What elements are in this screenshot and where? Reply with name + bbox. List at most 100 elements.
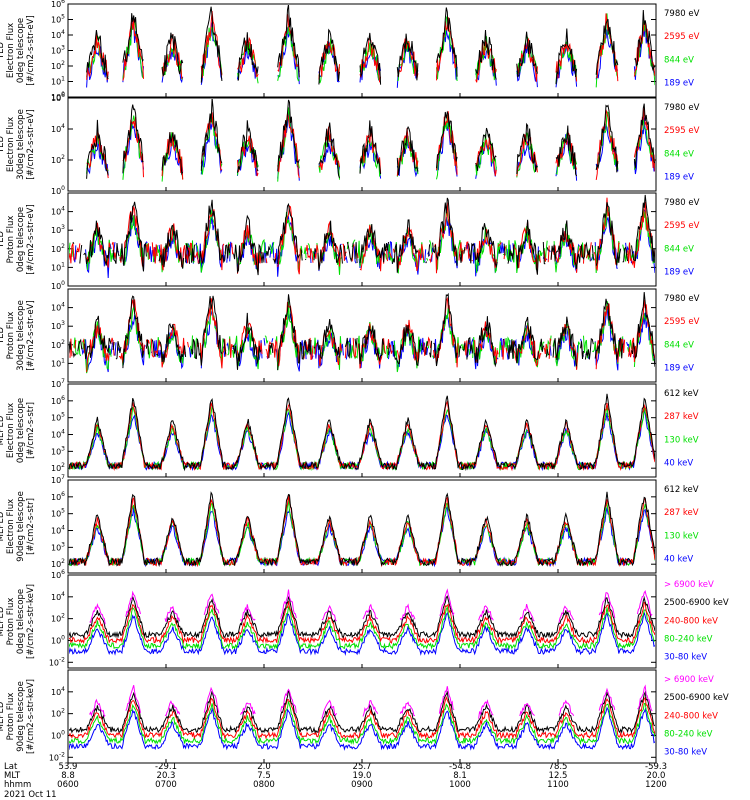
series-trace	[459, 250, 463, 263]
series-trace	[507, 244, 515, 264]
y-axis-label: Electron Flux	[6, 117, 16, 172]
series-trace	[316, 318, 340, 360]
series-trace	[429, 240, 434, 255]
series-trace	[158, 244, 161, 253]
series-trace	[161, 32, 184, 77]
series-trace	[353, 246, 357, 264]
series-trace	[460, 343, 468, 351]
series-trace	[86, 324, 110, 373]
legend-label: 844 eV	[664, 55, 694, 65]
series-trace	[344, 337, 351, 359]
series-trace	[318, 330, 342, 367]
series-trace	[552, 316, 578, 367]
y-tick-label: 102	[51, 60, 65, 71]
series-trace	[396, 33, 419, 81]
series-trace	[307, 243, 311, 251]
series-trace	[125, 590, 141, 617]
series-trace	[424, 249, 427, 263]
y-tick-label: 100	[51, 91, 65, 102]
series-trace	[475, 127, 497, 171]
x-tick-label-lat: -54.8	[449, 762, 471, 772]
series-trace	[584, 337, 594, 360]
panel-5: 102 103 104 105 106 107 MEPED Electron Flux 0deg…	[0, 378, 699, 478]
series-trace	[622, 246, 629, 263]
y-tick-label: 104	[51, 591, 65, 602]
series-trace	[145, 243, 150, 260]
series-trace	[595, 29, 619, 80]
legend-label: 287 keV	[664, 508, 699, 518]
series-trace	[595, 104, 619, 173]
y-tick-label: 102	[51, 154, 65, 165]
legend-label: 7980 eV	[664, 198, 700, 208]
series-trace	[507, 316, 539, 364]
y-axis-label: TED	[0, 135, 6, 154]
series-trace	[555, 230, 581, 273]
series-trace	[318, 126, 340, 170]
series-trace	[277, 202, 300, 265]
series-trace	[122, 104, 144, 173]
x-tick-label-lat: 78.5	[549, 762, 568, 772]
legend-label: 2595 eV	[664, 126, 700, 136]
y-tick-label: 104	[51, 206, 65, 217]
legend-label: 2595 eV	[664, 221, 700, 231]
y-tick-label: 100	[51, 280, 65, 291]
series-trace	[436, 110, 458, 169]
series-trace	[69, 341, 72, 354]
series-trace	[478, 605, 494, 621]
series-trace	[280, 688, 297, 713]
series-trace	[594, 305, 621, 371]
series-trace	[519, 603, 535, 622]
y-axis-label: 30deg telescope	[16, 300, 26, 371]
series-trace	[114, 342, 117, 356]
series-trace	[161, 132, 184, 176]
legend-label: 189 eV	[664, 364, 694, 374]
series-trace	[117, 347, 120, 352]
y-axis-label: TED	[0, 326, 6, 345]
series-trace	[543, 250, 547, 262]
series-trace	[429, 252, 434, 264]
series-trace	[438, 686, 455, 714]
series-trace	[595, 18, 619, 75]
series-trace	[636, 589, 653, 617]
series-trace	[77, 338, 83, 352]
series-trace	[200, 10, 223, 78]
series-trace	[69, 695, 655, 740]
panel-frame	[67, 288, 657, 383]
y-axis-label: TED	[0, 230, 6, 249]
series-trace	[69, 393, 655, 472]
series-trace	[69, 612, 655, 656]
series-trace	[200, 99, 223, 171]
series-trace	[89, 603, 106, 625]
panel-8: 10-2 100 102 104 MEPED Proton Flux 90deg teles…	[0, 669, 729, 764]
y-tick-label: 104	[51, 302, 65, 313]
series-trace	[519, 703, 535, 717]
y-tick-label: 101	[51, 357, 65, 368]
panel-4: 101 102 103 104 TED Proton Flux 30deg telescop…	[0, 288, 700, 383]
panel-2: 100 102 104 106 TED Electron Flux 30deg telesc…	[0, 92, 700, 196]
y-axis-label: MEPED	[0, 606, 6, 636]
series-trace	[272, 258, 277, 265]
series-trace	[199, 298, 227, 369]
x-tick-label-lat: -59.3	[645, 762, 667, 772]
series-trace	[344, 344, 347, 359]
series-trace	[359, 224, 389, 263]
y-tick-label: 103	[51, 445, 65, 456]
series-trace	[265, 258, 268, 264]
x-tick-label-lat: 53.9	[59, 762, 78, 772]
x-tick-label-mlt: 20.3	[157, 771, 176, 781]
series-trace	[233, 214, 265, 276]
series-trace	[277, 99, 300, 172]
series-trace	[203, 686, 220, 713]
series-trace	[543, 343, 548, 355]
series-trace	[318, 122, 340, 178]
legend-label: 80-240 keV	[664, 730, 713, 740]
series-trace	[231, 242, 234, 255]
series-trace	[468, 342, 471, 345]
series-trace	[342, 243, 347, 261]
x-tick-label-hhmm: 1200	[645, 780, 667, 790]
y-tick-label: 105	[51, 508, 65, 519]
series-trace	[156, 353, 159, 356]
series-trace	[83, 220, 110, 266]
series-trace	[277, 5, 300, 78]
